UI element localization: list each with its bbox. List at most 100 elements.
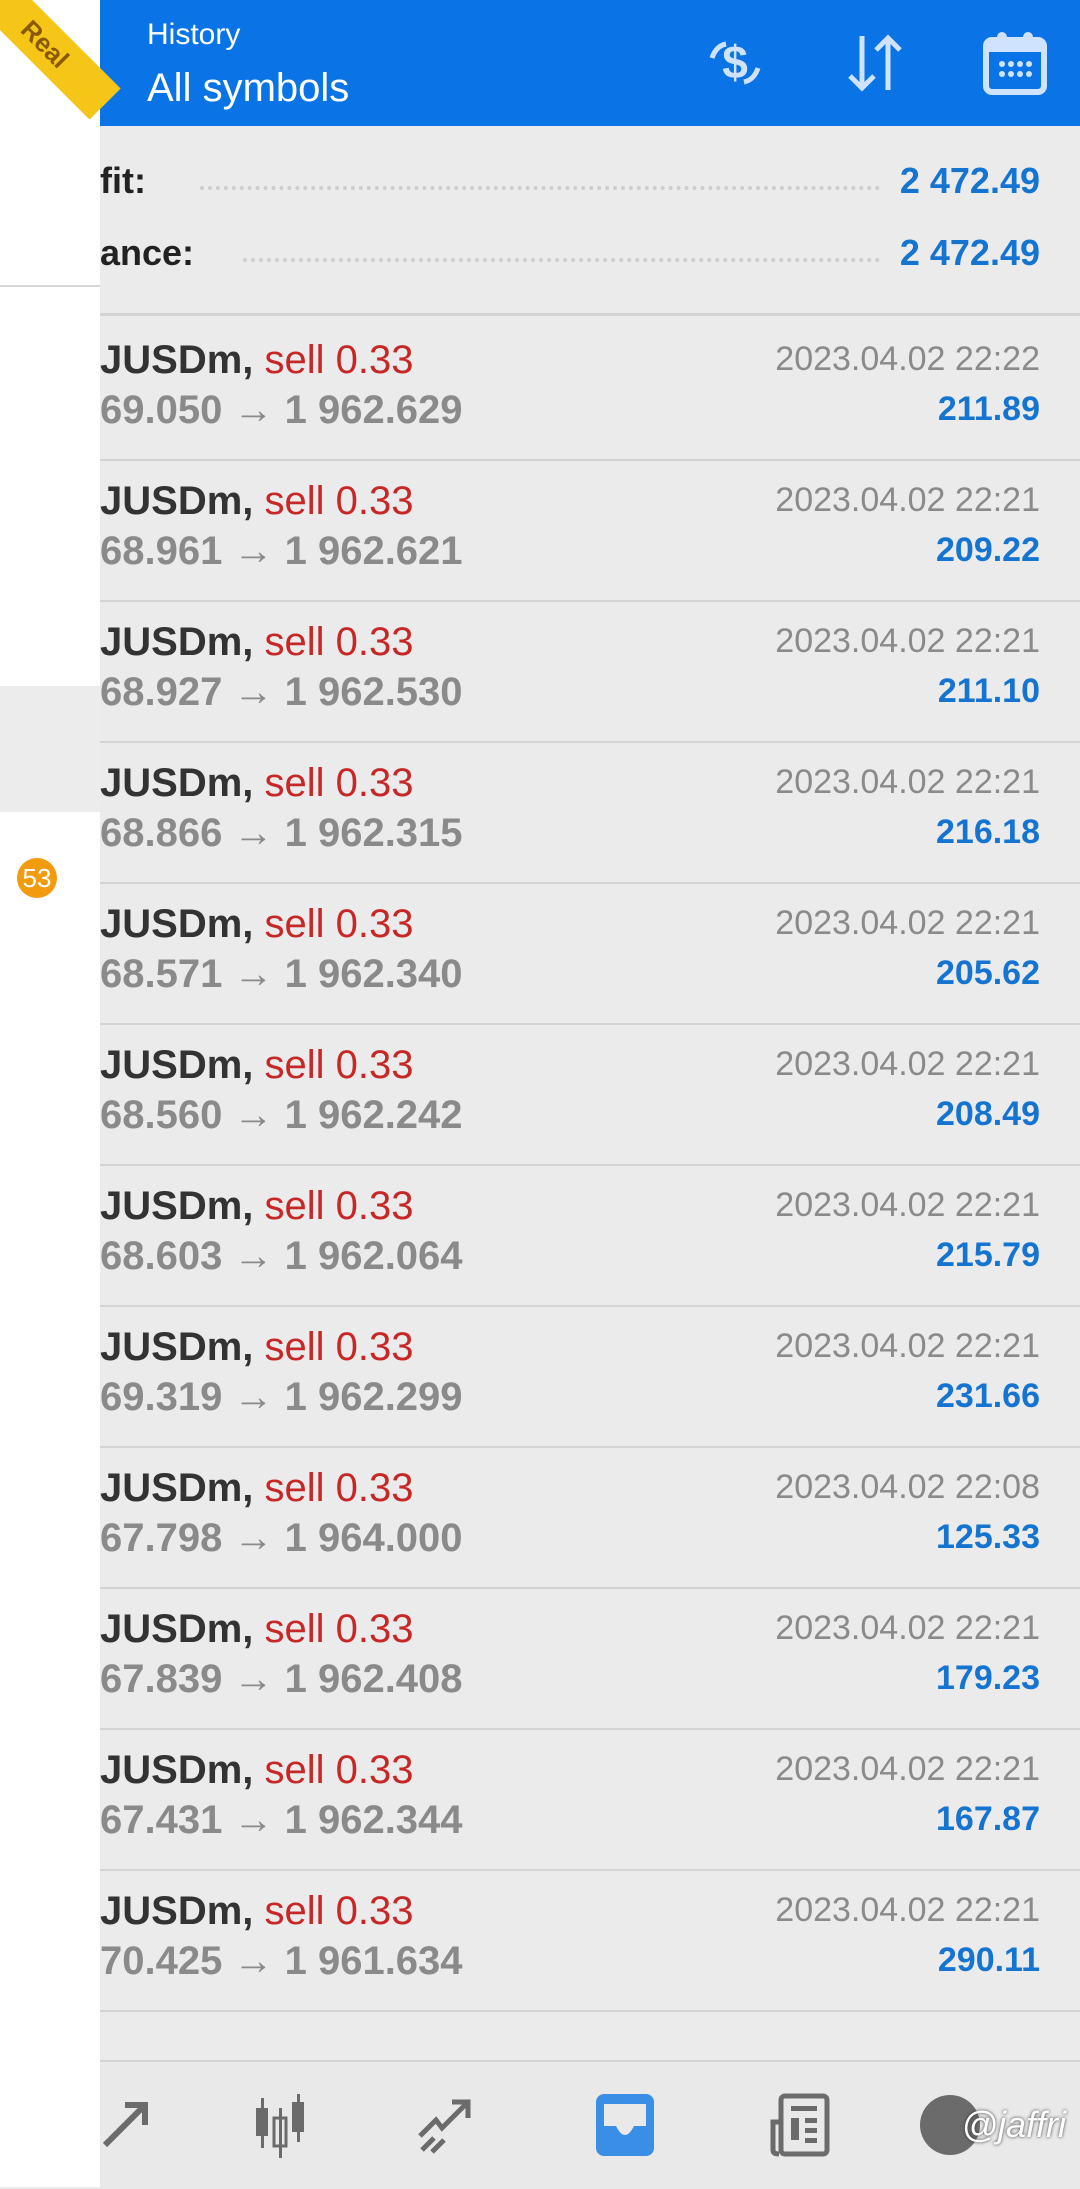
trade-time: 2023.04.02 22:21 <box>775 1045 1040 1083</box>
symbol-name: JUSDm, <box>100 1607 254 1651</box>
trade-side-volume: sell 0.33 <box>264 479 414 523</box>
quotes-icon[interactable] <box>90 2090 160 2160</box>
balance-value: 2 472.49 <box>899 232 1040 273</box>
trade-row[interactable]: JUSDm, sell 0.33 68.866 → 1 962.315 2023.0… <box>100 741 1080 884</box>
arrow-icon: → <box>233 388 274 432</box>
trade-side-volume: sell 0.33 <box>264 1607 414 1651</box>
trade-time: 2023.04.02 22:21 <box>775 763 1040 801</box>
trade-profit: 125.33 <box>936 1518 1040 1556</box>
trade-symbol: JUSDm, sell 0.33 <box>100 761 414 806</box>
arrow-icon: → <box>233 529 274 573</box>
notification-badge: 53 <box>17 858 57 898</box>
arrow-icon: → <box>233 952 274 996</box>
symbol-name: JUSDm, <box>100 761 254 805</box>
trade-profit: 179.23 <box>936 1659 1040 1697</box>
arrow-icon: → <box>233 1375 274 1419</box>
watermark: @jaffri <box>961 2104 1066 2145</box>
chart-icon[interactable] <box>245 2090 315 2160</box>
trade-side-volume: sell 0.33 <box>264 1889 414 1933</box>
trade-time: 2023.04.02 22:21 <box>775 1750 1040 1788</box>
trade-row[interactable]: JUSDm, sell 0.33 67.798 → 1 964.000 2023.0… <box>100 1446 1080 1589</box>
symbol-name: JUSDm, <box>100 1043 254 1087</box>
trade-time: 2023.04.02 22:21 <box>775 622 1040 660</box>
open-price: 67.431 <box>100 1798 223 1842</box>
close-price: 1 962.621 <box>284 529 463 573</box>
trade-row[interactable]: JUSDm, sell 0.33 69.319 → 1 962.299 2023.0… <box>100 1305 1080 1448</box>
header-title: History <box>147 18 241 51</box>
trade-prices: 70.425 → 1 961.634 <box>100 1939 463 1984</box>
arrow-icon: → <box>233 670 274 714</box>
trade-profit: 211.10 <box>937 672 1040 710</box>
trade-icon[interactable] <box>410 2090 480 2160</box>
side-panel-selected-item[interactable] <box>0 686 100 812</box>
trade-symbol: JUSDm, sell 0.33 <box>100 1184 414 1229</box>
trade-row[interactable]: JUSDm, sell 0.33 67.839 → 1 962.408 2023.0… <box>100 1587 1080 1730</box>
arrow-icon: → <box>233 1516 274 1560</box>
trade-profit: 215.79 <box>936 1236 1040 1274</box>
side-panel: 53 <box>0 0 100 2187</box>
trade-side-volume: sell 0.33 <box>264 1466 414 1510</box>
trade-symbol: JUSDm, sell 0.33 <box>100 338 414 383</box>
trade-prices: 68.927 → 1 962.530 <box>100 670 463 715</box>
symbol-filter[interactable]: All symbols <box>147 66 350 110</box>
trade-symbol: JUSDm, sell 0.33 <box>100 1043 414 1088</box>
open-price: 68.560 <box>100 1093 223 1137</box>
open-price: 68.603 <box>100 1234 223 1278</box>
trade-row[interactable]: JUSDm, sell 0.33 69.050 → 1 962.629 2023.0… <box>100 318 1080 461</box>
close-price: 1 962.315 <box>284 811 463 855</box>
trade-side-volume: sell 0.33 <box>264 902 414 946</box>
close-price: 1 964.000 <box>284 1516 463 1560</box>
trade-row[interactable]: JUSDm, sell 0.33 68.961 → 1 962.621 2023.0… <box>100 459 1080 602</box>
trade-prices: 67.798 → 1 964.000 <box>100 1516 463 1561</box>
trade-row[interactable]: JUSDm, sell 0.33 68.603 → 1 962.064 2023.0… <box>100 1164 1080 1307</box>
trade-symbol: JUSDm, sell 0.33 <box>100 1607 414 1652</box>
trade-profit: 167.87 <box>936 1800 1040 1838</box>
history-icon[interactable] <box>590 2090 660 2160</box>
trade-row[interactable]: JUSDm, sell 0.33 68.571 → 1 962.340 2023.0… <box>100 882 1080 1025</box>
open-price: 67.839 <box>100 1657 223 1701</box>
news-icon[interactable] <box>765 2090 835 2160</box>
trade-side-volume: sell 0.33 <box>264 1043 414 1087</box>
open-price: 68.571 <box>100 952 223 996</box>
trade-symbol: JUSDm, sell 0.33 <box>100 1325 414 1370</box>
trade-symbol: JUSDm, sell 0.33 <box>100 1748 414 1793</box>
trade-row[interactable]: JUSDm, sell 0.33 68.927 → 1 962.530 2023.0… <box>100 600 1080 743</box>
calendar-icon[interactable] <box>980 28 1050 98</box>
deposit-withdraw-icon[interactable]: $ <box>700 28 770 98</box>
open-price: 69.319 <box>100 1375 223 1419</box>
trade-time: 2023.04.02 22:21 <box>775 1891 1040 1929</box>
profit-value: 2 472.49 <box>899 160 1040 201</box>
profit-label: fit: <box>100 160 146 201</box>
trade-symbol: JUSDm, sell 0.33 <box>100 620 414 665</box>
trade-profit: 231.66 <box>936 1377 1040 1415</box>
open-price: 68.866 <box>100 811 223 855</box>
sort-icon[interactable] <box>840 28 910 98</box>
chat-icon[interactable] <box>915 2090 985 2160</box>
open-price: 68.961 <box>100 529 223 573</box>
symbol-name: JUSDm, <box>100 479 254 523</box>
trade-side-volume: sell 0.33 <box>264 338 414 382</box>
trade-profit: 208.49 <box>936 1095 1040 1133</box>
symbol-name: JUSDm, <box>100 902 254 946</box>
trade-side-volume: sell 0.33 <box>264 1748 414 1792</box>
trade-profit: 209.22 <box>936 531 1040 569</box>
trade-row[interactable]: JUSDm, sell 0.33 68.560 → 1 962.242 2023.0… <box>100 1023 1080 1166</box>
close-price: 1 962.530 <box>284 670 463 714</box>
arrow-icon: → <box>233 811 274 855</box>
symbol-name: JUSDm, <box>100 620 254 664</box>
arrow-icon: → <box>233 1798 274 1842</box>
close-price: 1 962.064 <box>284 1234 463 1278</box>
symbol-name: JUSDm, <box>100 1184 254 1228</box>
trade-prices: 67.431 → 1 962.344 <box>100 1798 463 1843</box>
close-price: 1 962.299 <box>284 1375 463 1419</box>
close-price: 1 962.344 <box>284 1798 463 1842</box>
close-price: 1 961.634 <box>284 1939 463 1983</box>
trade-row[interactable]: JUSDm, sell 0.33 67.431 → 1 962.344 2023.0… <box>100 1728 1080 1871</box>
trade-prices: 69.050 → 1 962.629 <box>100 388 463 433</box>
trade-row[interactable]: JUSDm, sell 0.33 70.425 → 1 961.634 2023.0… <box>100 1869 1080 2012</box>
trade-profit: 216.18 <box>936 813 1040 851</box>
trade-side-volume: sell 0.33 <box>264 620 414 664</box>
trade-time: 2023.04.02 22:21 <box>775 1609 1040 1647</box>
trade-profit: 290.11 <box>937 1941 1040 1979</box>
trade-prices: 68.560 → 1 962.242 <box>100 1093 463 1138</box>
